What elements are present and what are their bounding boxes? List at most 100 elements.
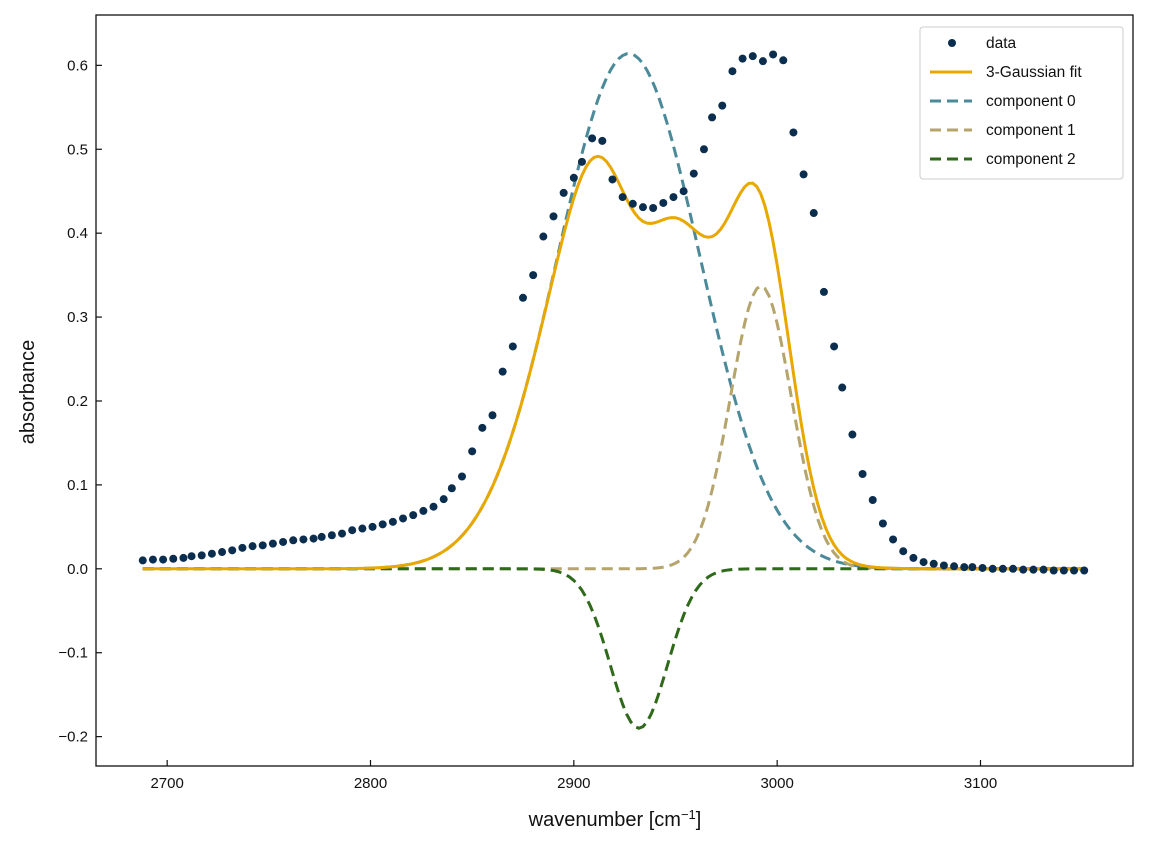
legend-item: data <box>948 35 1017 52</box>
data-point <box>939 561 948 570</box>
data-point <box>638 203 647 212</box>
legend-label: component 2 <box>986 151 1076 168</box>
data-point <box>1049 566 1058 575</box>
data-point <box>488 411 497 420</box>
data-point <box>830 342 839 351</box>
data-point <box>588 134 597 143</box>
legend-label: 3-Gaussian fit <box>986 64 1082 81</box>
x-axis-label: wavenumber [cm−1] <box>528 807 702 832</box>
x-tick-label: 3100 <box>964 775 997 792</box>
data-point <box>159 555 168 564</box>
y-tick-label: 0.6 <box>67 57 88 74</box>
y-tick-label: −0.1 <box>58 645 88 662</box>
data-point <box>608 175 617 184</box>
data-point <box>388 517 397 526</box>
data-point <box>618 193 627 202</box>
data-point <box>148 555 157 564</box>
data-point <box>228 546 237 555</box>
data-point <box>559 188 568 197</box>
data-point <box>238 543 247 552</box>
data-point <box>187 552 196 561</box>
data-point <box>458 472 466 481</box>
legend-item: component 1 <box>930 122 1076 139</box>
data-point <box>577 157 586 166</box>
data-point <box>738 54 747 63</box>
data-point <box>368 522 377 531</box>
data-point <box>348 526 357 535</box>
data-point <box>309 534 318 543</box>
data-point <box>1039 565 1048 574</box>
data-point <box>769 50 778 59</box>
data-point <box>789 128 798 137</box>
data-point <box>419 506 428 515</box>
data-point <box>289 536 298 545</box>
x-axis-label-suffix: ] <box>696 809 702 831</box>
data-point <box>439 495 448 504</box>
data-point <box>218 548 227 557</box>
data-point <box>708 113 717 122</box>
data-point <box>409 511 418 520</box>
data-point <box>728 67 737 76</box>
data-point <box>848 430 857 439</box>
data-point <box>1029 565 1038 574</box>
data-point <box>1070 566 1079 575</box>
data-point <box>358 524 367 533</box>
data-point <box>279 537 288 546</box>
y-tick-label: 0.2 <box>67 393 88 410</box>
data-point <box>779 56 788 65</box>
data-point <box>197 551 206 560</box>
x-tick-label: 2700 <box>150 775 183 792</box>
x-tick-label: 3000 <box>760 775 793 792</box>
data-point <box>809 209 818 218</box>
legend-item: 3-Gaussian fit <box>930 64 1082 81</box>
ticks: 2700 2800 2900 3000 3100 −0.2 −0.1 0.0 0.1 0.2 0.3… <box>58 57 997 792</box>
y-axis-label: absorbance <box>17 340 39 445</box>
data-point <box>968 563 977 572</box>
data-point <box>508 342 517 351</box>
y-tick-label: 0.5 <box>67 141 88 158</box>
data-point <box>909 553 918 562</box>
data-point <box>378 520 387 529</box>
x-tick-label: 2800 <box>354 775 387 792</box>
data-point <box>758 57 767 66</box>
data-point <box>838 383 847 392</box>
x-axis-label-sup: −1 <box>681 807 696 822</box>
data-point <box>519 293 527 302</box>
data-point <box>598 136 607 145</box>
data-point <box>659 198 668 207</box>
y-tick-label: 0.3 <box>67 309 88 326</box>
data-point <box>549 212 558 221</box>
legend-label: component 1 <box>986 122 1076 139</box>
data-point <box>929 559 938 568</box>
data-point <box>248 542 257 551</box>
data-point <box>539 232 548 241</box>
data-point <box>899 547 908 556</box>
plot-frame <box>95 14 1134 767</box>
data-point <box>299 535 308 544</box>
data-point <box>868 496 877 504</box>
plot-area <box>138 50 1089 730</box>
data-point <box>1019 565 1028 574</box>
data-point <box>268 539 277 548</box>
data-point <box>889 535 898 544</box>
data-point <box>950 562 959 571</box>
data-point <box>748 52 757 61</box>
data-point <box>429 502 438 511</box>
data-point <box>399 514 408 523</box>
data-point <box>679 187 688 196</box>
y-tick-label: −0.2 <box>58 729 88 746</box>
data-point <box>498 367 507 376</box>
data-point <box>1009 564 1018 573</box>
axes <box>95 14 1134 767</box>
data-point <box>468 447 477 456</box>
data-point <box>799 170 808 179</box>
data-point <box>819 287 828 296</box>
data-point <box>338 529 347 538</box>
data-point <box>207 549 216 558</box>
x-tick-label: 2900 <box>557 775 590 792</box>
data-point <box>978 563 987 572</box>
data-point <box>858 469 867 478</box>
data-point <box>649 203 658 212</box>
data-point <box>699 145 708 154</box>
data-point <box>628 199 637 208</box>
